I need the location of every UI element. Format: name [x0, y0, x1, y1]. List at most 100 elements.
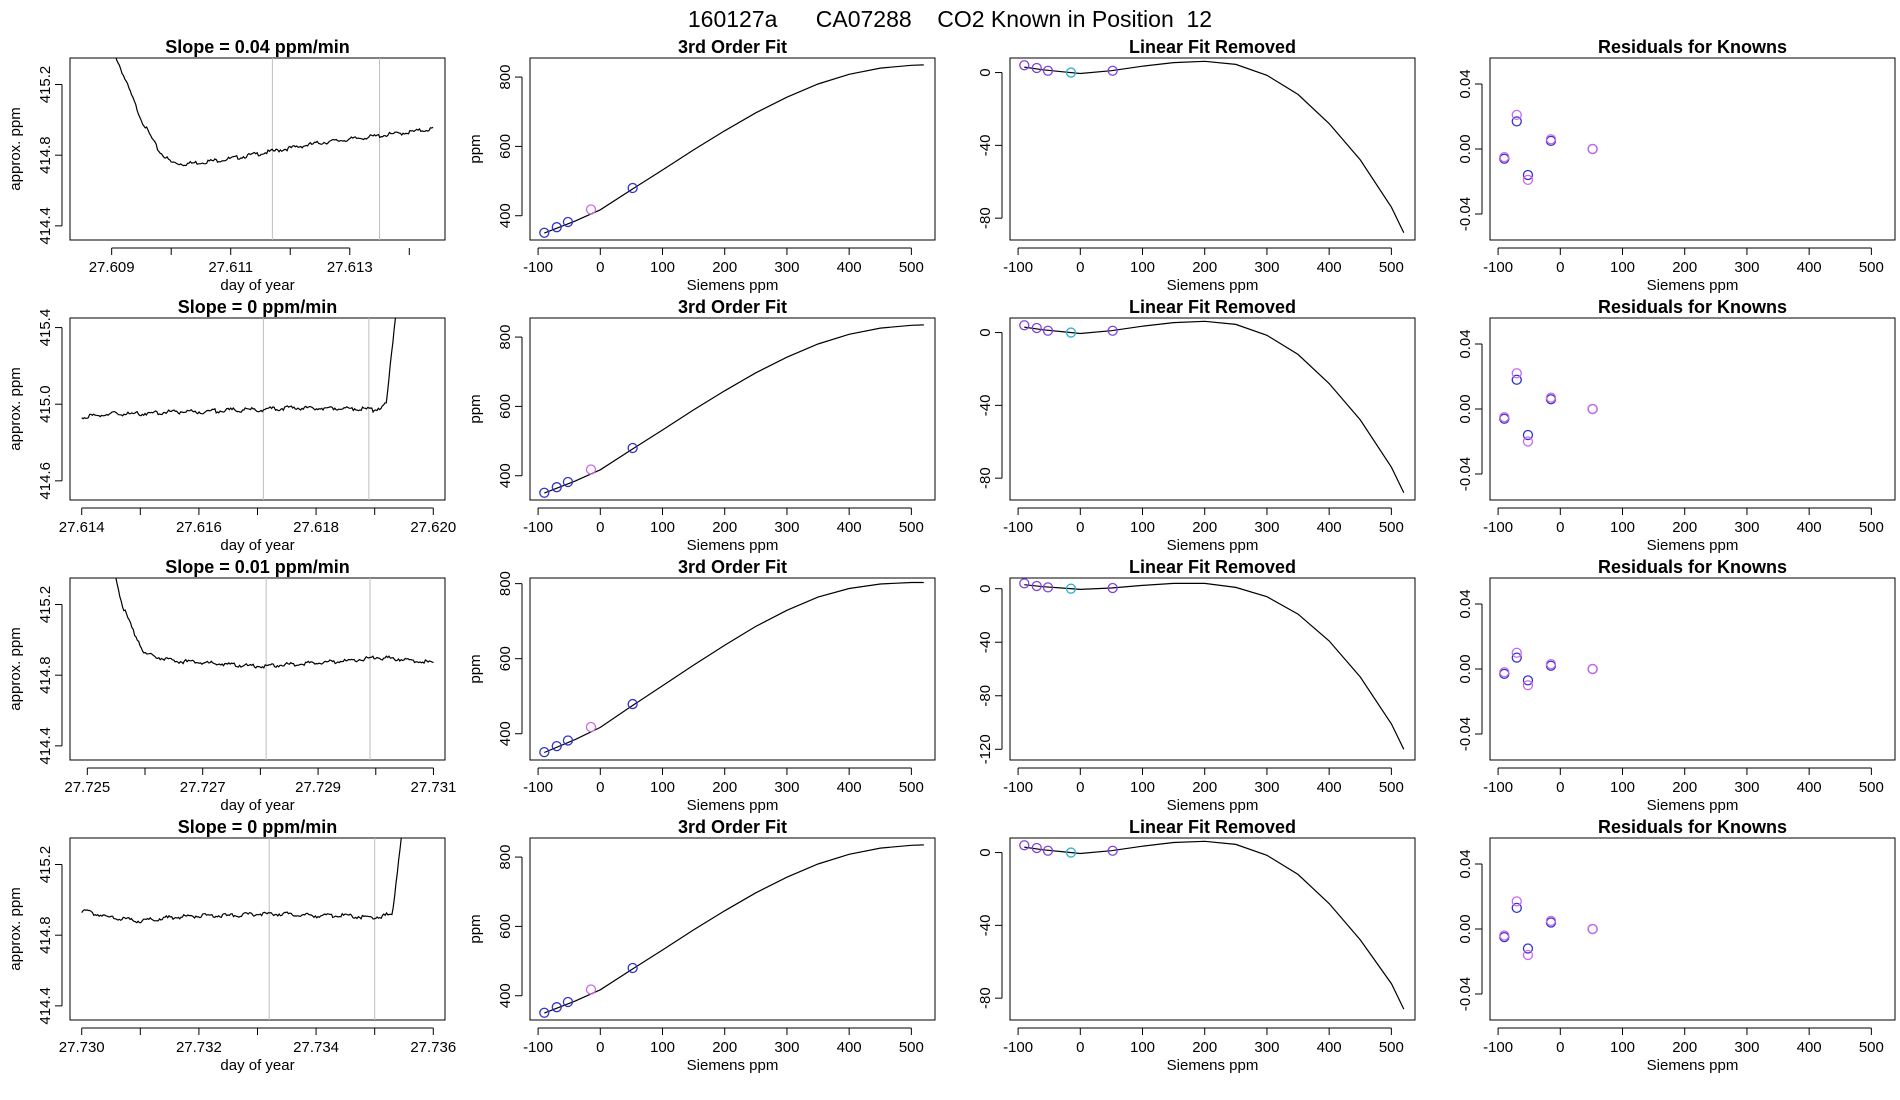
- x-tick-label: 200: [712, 1039, 737, 1056]
- x-tick-label: 0: [596, 259, 604, 276]
- x-tick-label: 27.609: [89, 259, 135, 276]
- data-point: [1019, 60, 1030, 71]
- x-tick-label: -100: [1483, 1039, 1513, 1056]
- data-point: [1065, 327, 1077, 338]
- data-point: [1587, 403, 1598, 415]
- x-tick-label: 100: [1610, 1039, 1635, 1056]
- x-tick-label: 400: [1797, 779, 1822, 796]
- data-point: [1019, 578, 1030, 589]
- data-point: [562, 476, 574, 488]
- y-tick-label: 0.04: [1457, 329, 1474, 358]
- data-point: [1107, 845, 1118, 856]
- x-tick-label: 0: [1556, 1039, 1564, 1056]
- x-tick-label: 300: [774, 519, 799, 536]
- y-tick-label: 415.2: [37, 66, 54, 104]
- y-tick-label: -0.04: [1457, 457, 1474, 491]
- x-tick-label: 100: [650, 519, 675, 536]
- y-tick-label: 414.8: [37, 656, 54, 694]
- x-tick-label: 27.613: [327, 259, 373, 276]
- x-tick-label: 400: [1797, 259, 1822, 276]
- data-point: [1511, 368, 1522, 379]
- data-point: [562, 735, 574, 746]
- x-tick-label: 27.734: [293, 1039, 339, 1056]
- y-axis-label: ppm: [467, 134, 484, 163]
- plot-frame: [69, 57, 446, 241]
- x-tick-label: 27.736: [410, 1039, 456, 1056]
- y-tick-label: -40: [977, 631, 994, 653]
- fit-curve: [544, 844, 924, 1014]
- data-point: [551, 740, 562, 752]
- x-tick-label: 500: [1859, 779, 1884, 796]
- data-point: [627, 962, 638, 974]
- x-tick-label: 0: [1556, 779, 1564, 796]
- x-tick-label: -100: [1003, 779, 1033, 796]
- x-tick-label: 500: [899, 1039, 924, 1056]
- x-tick-label: 200: [712, 779, 737, 796]
- page-title: 160127a CA07288 CO2 Known in Position 12: [687, 6, 1213, 32]
- x-tick-label: 27.725: [64, 779, 110, 796]
- panel-title: Linear Fit Removed: [1129, 557, 1296, 577]
- x-tick-label: 300: [774, 1039, 799, 1056]
- x-tick-label: 300: [1734, 779, 1759, 796]
- data-point: [1107, 582, 1118, 594]
- x-tick-label: 0: [1076, 779, 1084, 796]
- x-tick-label: -100: [523, 519, 553, 536]
- x-tick-label: 200: [712, 259, 737, 276]
- data-point: [1545, 658, 1557, 670]
- x-tick-label: 200: [1672, 519, 1697, 536]
- fit-curve: [1024, 60, 1405, 233]
- data-point: [1042, 65, 1054, 76]
- x-tick-label: 0: [1076, 259, 1084, 276]
- y-tick-label: -80: [977, 987, 994, 1009]
- x-tick-label: 500: [1859, 259, 1884, 276]
- data-point: [1107, 65, 1118, 76]
- data-point: [1522, 436, 1534, 447]
- series-line: [115, 58, 434, 167]
- data-point: [1499, 411, 1510, 423]
- data-point: [1031, 842, 1042, 854]
- x-tick-label: 100: [1130, 259, 1155, 276]
- x-tick-label: 100: [1130, 519, 1155, 536]
- plot-frame: [69, 577, 446, 761]
- y-tick-label: 400: [497, 203, 514, 228]
- data-point: [1587, 143, 1598, 155]
- x-tick-label: 400: [1317, 1039, 1342, 1056]
- x-tick-label: 300: [1734, 259, 1759, 276]
- y-axis-label: ppm: [467, 394, 484, 423]
- data-point: [1065, 583, 1077, 594]
- data-point: [585, 721, 597, 733]
- x-axis-label: Siemens ppm: [687, 797, 779, 814]
- x-axis-label: day of year: [220, 277, 294, 294]
- x-tick-label: 200: [1192, 259, 1217, 276]
- data-point: [539, 1007, 550, 1018]
- x-tick-label: 300: [1254, 779, 1279, 796]
- panel-title: Slope = 0.04 ppm/min: [165, 37, 350, 57]
- x-axis-label: Siemens ppm: [687, 277, 779, 294]
- x-tick-label: 400: [1317, 259, 1342, 276]
- plot-frame: [529, 57, 936, 241]
- x-tick-label: 100: [650, 779, 675, 796]
- y-axis-label: approx. ppm: [7, 627, 24, 710]
- x-tick-label: 27.618: [293, 519, 339, 536]
- plot-frame: [69, 837, 446, 1021]
- panel-title: 3rd Order Fit: [678, 297, 787, 317]
- x-tick-label: 27.731: [411, 779, 457, 796]
- x-tick-label: -100: [1003, 1039, 1033, 1056]
- x-tick-label: 0: [1556, 519, 1564, 536]
- plot-frame: [1009, 837, 1416, 1021]
- y-tick-label: 0.00: [1457, 134, 1474, 163]
- x-tick-label: 400: [1317, 519, 1342, 536]
- data-point: [1499, 151, 1510, 163]
- x-tick-label: 300: [774, 779, 799, 796]
- data-point: [539, 746, 550, 758]
- data-point: [1042, 325, 1054, 336]
- data-point: [585, 464, 597, 475]
- x-tick-label: -100: [523, 779, 553, 796]
- fit-curve: [544, 324, 924, 494]
- data-point: [1511, 896, 1522, 907]
- y-tick-label: 0: [977, 585, 994, 593]
- data-point: [1545, 915, 1557, 927]
- plot-frame: [529, 317, 936, 501]
- data-point: [1065, 847, 1077, 858]
